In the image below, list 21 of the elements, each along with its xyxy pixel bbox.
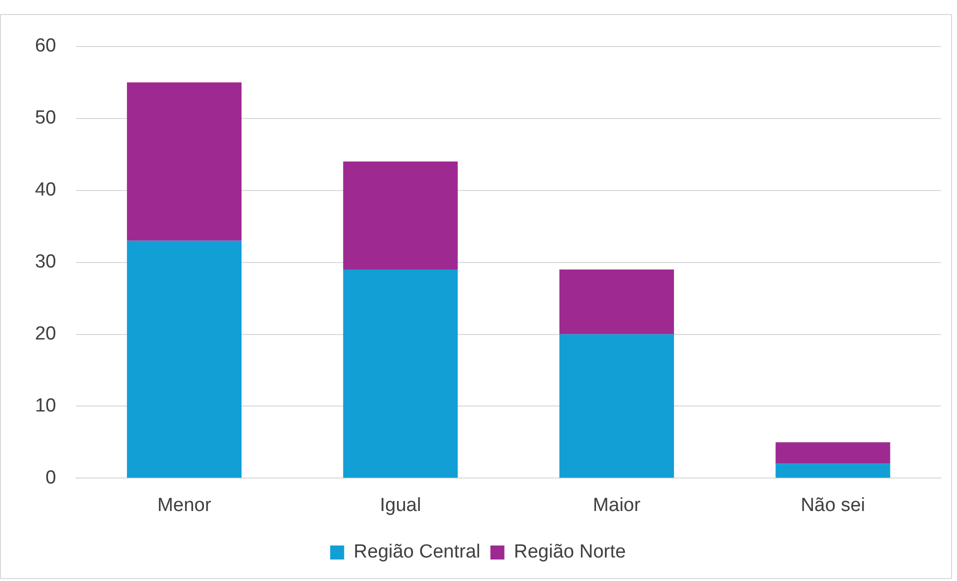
legend-label: Região Central (354, 542, 480, 563)
bar (776, 442, 890, 464)
y-tick-label: 30 (34, 252, 56, 273)
bar (776, 464, 890, 478)
y-tick-label: 0 (46, 467, 56, 488)
y-tick-label: 40 (34, 180, 56, 201)
x-tick-label: Igual (380, 494, 422, 516)
y-tick-label: 20 (34, 324, 56, 344)
x-tick-label: Menor (157, 494, 212, 516)
bar (343, 269, 458, 478)
bar (343, 162, 458, 270)
x-tick-label: Não sei (800, 494, 866, 516)
bar (559, 269, 674, 334)
y-tick-label: 50 (34, 108, 56, 129)
bar (126, 240, 242, 478)
bar (559, 334, 674, 478)
x-tick-label: Maior (592, 494, 642, 516)
y-tick-label: 10 (34, 395, 56, 416)
bar (126, 82, 242, 241)
legend-label: Região Norte (514, 542, 626, 563)
y-tick-label: 60 (34, 36, 56, 57)
